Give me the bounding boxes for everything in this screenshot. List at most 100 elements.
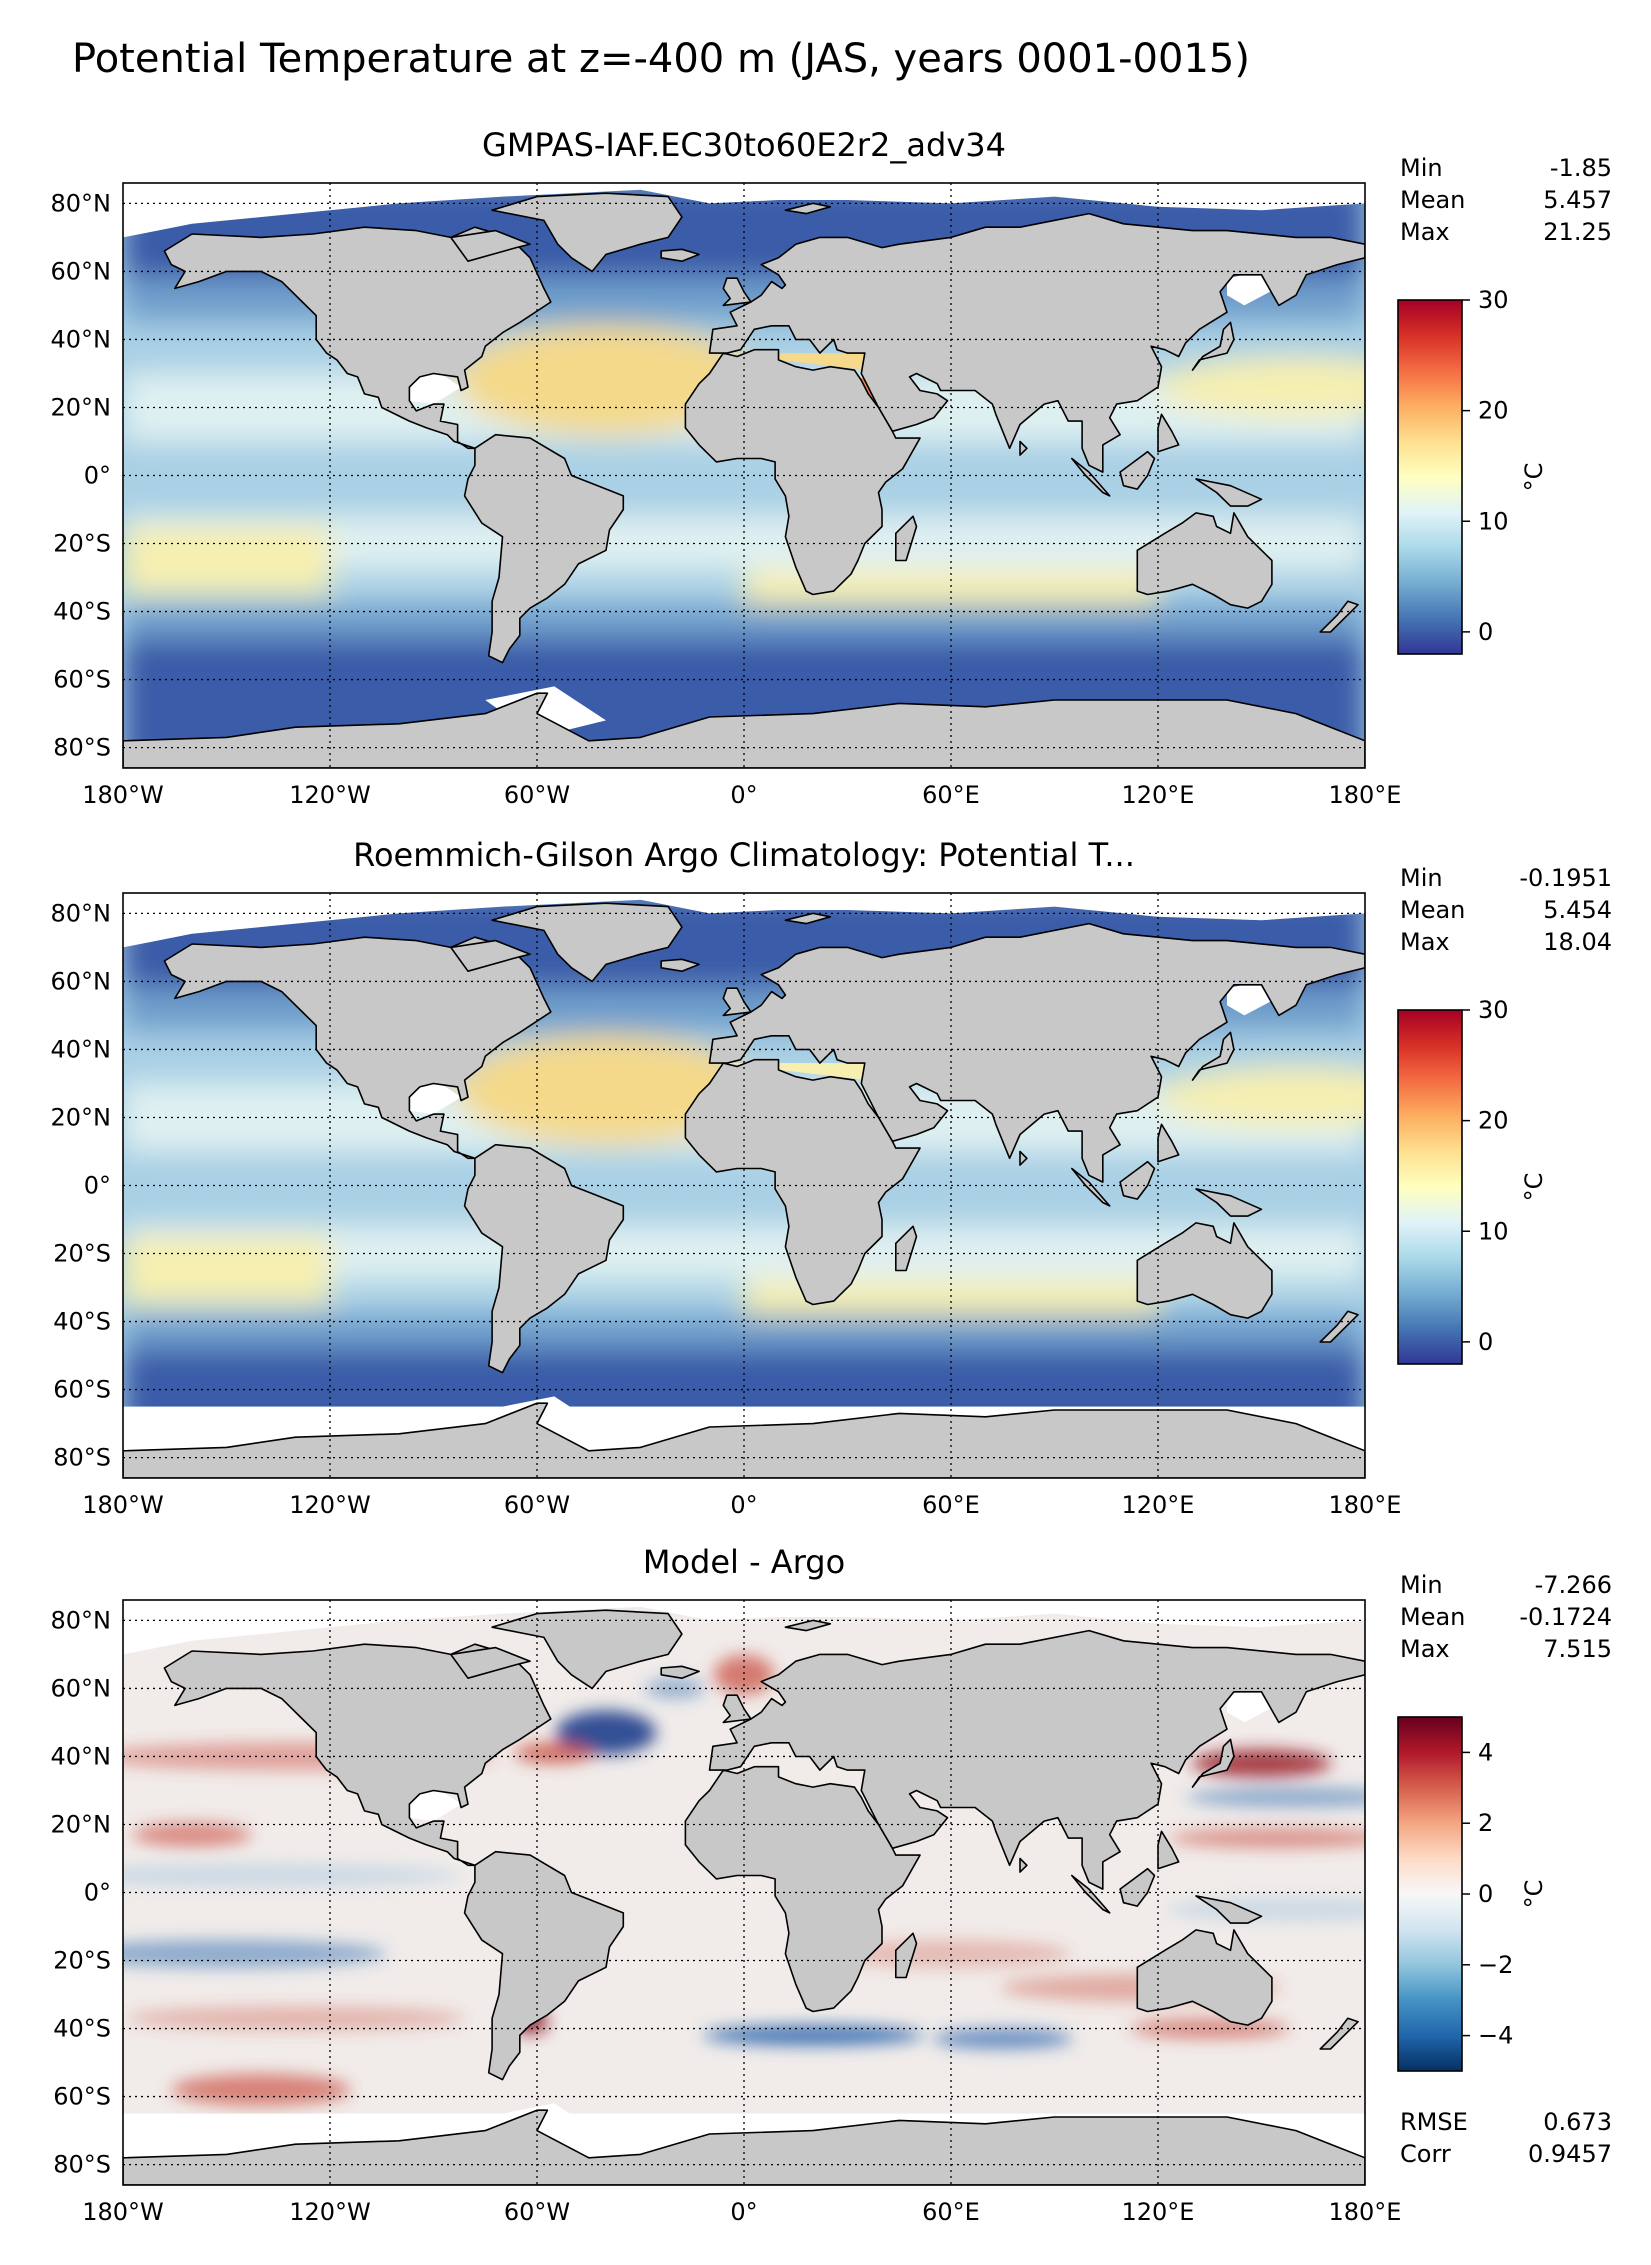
stat-label: RMSE — [1400, 2108, 1468, 2136]
lat-tick-label: 20°S — [53, 1240, 111, 1268]
colorbar-label: °C — [1520, 1173, 1548, 1202]
colorbar-label: °C — [1520, 463, 1548, 492]
stat-label: Mean — [1400, 1603, 1465, 1631]
stat-value: 18.04 — [1543, 928, 1612, 956]
lat-tick-label: 60°N — [51, 1674, 112, 1702]
lat-tick-label: 80°N — [51, 899, 112, 927]
lat-tick-label: 60°N — [51, 257, 112, 285]
lon-tick-label: 60°E — [922, 781, 980, 809]
lat-tick-label: 0° — [84, 462, 111, 490]
lon-tick-label: 60°W — [504, 1491, 570, 1519]
colorbar-tick-label: 30 — [1478, 286, 1509, 314]
land-mask — [123, 1609, 1365, 2185]
lat-tick-label: 80°N — [51, 189, 112, 217]
lat-tick-label: 80°N — [51, 1606, 112, 1634]
lat-tick-label: 20°S — [53, 530, 111, 558]
graticule — [123, 183, 1365, 768]
stat-label: Min — [1400, 1571, 1443, 1599]
stat-label: Min — [1400, 864, 1443, 892]
lat-tick-label: 40°S — [53, 1308, 111, 1336]
lat-tick-label: 20°N — [51, 1810, 112, 1838]
figure-title: Potential Temperature at z=-400 m (JAS, … — [72, 36, 1250, 82]
stat-label: Max — [1400, 1635, 1450, 1663]
stat-value: 21.25 — [1543, 218, 1612, 246]
stat-value: -7.266 — [1535, 1571, 1612, 1599]
colorbar-tick-label: 0 — [1478, 1328, 1493, 1356]
map-panel: Model - Argo 80°N 60°N 40°N 20°N 0° 20°S 40°S 60… — [51, 1543, 1613, 2226]
colorbar — [1397, 1009, 1463, 1365]
stat-label: Min — [1400, 154, 1443, 182]
land-mask — [123, 902, 1365, 1478]
colorbar-label: °C — [1520, 1880, 1548, 1909]
lon-tick-label: 120°W — [289, 781, 371, 809]
lat-tick-label: 40°N — [51, 1035, 112, 1063]
lat-tick-label: 60°N — [51, 967, 112, 995]
lat-tick-label: 40°N — [51, 325, 112, 353]
stat-label: Max — [1400, 218, 1450, 246]
stat-value: 5.454 — [1543, 896, 1612, 924]
panels: GMPAS-IAF.EC30to60E2r2_adv34 80°N 60°N 40°N… — [51, 126, 1613, 2226]
lat-tick-label: 20°N — [51, 393, 112, 421]
panel-title: Model - Argo — [643, 1543, 845, 1581]
colorbar-tick-label: 20 — [1478, 1107, 1509, 1135]
lat-tick-label: 60°S — [53, 1376, 111, 1404]
lat-tick-label: 60°S — [53, 666, 111, 694]
stat-value: 0.9457 — [1528, 2140, 1612, 2168]
lon-tick-label: 60°W — [504, 2198, 570, 2226]
lon-tick-label: 60°E — [922, 1491, 980, 1519]
stat-value: -0.1724 — [1519, 1603, 1612, 1631]
lon-tick-label: 60°E — [922, 2198, 980, 2226]
stat-label: Mean — [1400, 186, 1465, 214]
lon-tick-label: 60°W — [504, 781, 570, 809]
lon-tick-label: 180°W — [82, 2198, 164, 2226]
lon-tick-label: 180°E — [1329, 781, 1402, 809]
lat-tick-label: 80°S — [53, 1444, 111, 1472]
lat-tick-label: 80°S — [53, 734, 111, 762]
map-frame — [122, 182, 1366, 769]
stat-value: 0.673 — [1543, 2108, 1612, 2136]
colorbar-tick-label: −2 — [1478, 1951, 1513, 1979]
lat-tick-label: 40°S — [53, 598, 111, 626]
lat-tick-label: 20°N — [51, 1103, 112, 1131]
colorbar-tick-label: 30 — [1478, 996, 1509, 1024]
colorbar-tick-label: 0 — [1478, 618, 1493, 646]
lon-tick-label: 180°E — [1329, 2198, 1402, 2226]
colorbar-tick-label: 10 — [1478, 1217, 1509, 1245]
stat-label: Mean — [1400, 896, 1465, 924]
lon-tick-label: 120°E — [1122, 2198, 1195, 2226]
lon-tick-label: 120°E — [1122, 1491, 1195, 1519]
lat-tick-label: 0° — [84, 1172, 111, 1200]
lon-tick-label: 180°W — [82, 1491, 164, 1519]
map-frame — [122, 1599, 1366, 2186]
stat-value: -1.85 — [1550, 154, 1612, 182]
stat-label: Corr — [1400, 2140, 1451, 2168]
colorbar-tick-label: 4 — [1478, 1738, 1493, 1766]
graticule — [123, 1600, 1365, 2185]
map-panel: Roemmich-Gilson Argo Climatology: Potent… — [51, 836, 1613, 1519]
colorbar-tick-label: 2 — [1478, 1809, 1493, 1837]
colorbar-tick-label: 10 — [1478, 507, 1509, 535]
lat-tick-label: 60°S — [53, 2083, 111, 2111]
lat-tick-label: 40°N — [51, 1742, 112, 1770]
lat-tick-label: 20°S — [53, 1947, 111, 1975]
stat-value: 7.515 — [1543, 1635, 1612, 1663]
colorbar-tick-label: −4 — [1478, 2022, 1513, 2050]
colorbar — [1397, 299, 1463, 655]
lon-tick-label: 120°W — [289, 1491, 371, 1519]
lon-tick-label: 0° — [730, 2198, 757, 2226]
colorbar-tick-label: 0 — [1478, 1880, 1493, 1908]
stat-label: Max — [1400, 928, 1450, 956]
lon-tick-label: 120°E — [1122, 781, 1195, 809]
lon-tick-label: 180°E — [1329, 1491, 1402, 1519]
map-frame — [122, 892, 1366, 1479]
lon-tick-label: 0° — [730, 1491, 757, 1519]
graticule — [123, 893, 1365, 1478]
panel-title: GMPAS-IAF.EC30to60E2r2_adv34 — [482, 126, 1006, 164]
lat-tick-label: 0° — [84, 1879, 111, 1907]
stat-value: 5.457 — [1543, 186, 1612, 214]
lon-tick-label: 120°W — [289, 2198, 371, 2226]
lat-tick-label: 40°S — [53, 2015, 111, 2043]
panel-title: Roemmich-Gilson Argo Climatology: Potent… — [353, 836, 1135, 874]
colorbar — [1397, 1716, 1463, 2072]
